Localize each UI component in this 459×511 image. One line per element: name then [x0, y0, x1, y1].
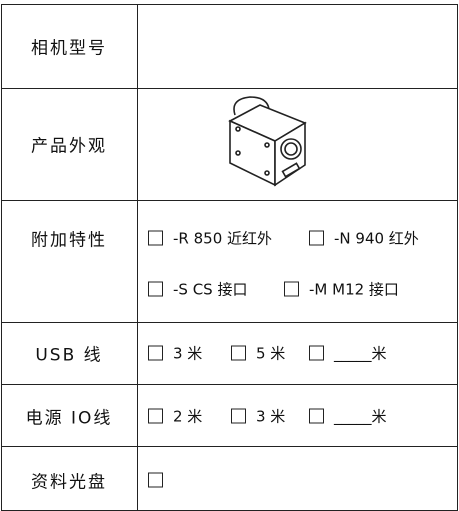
option-text: 5 米 — [256, 344, 286, 363]
option-text: _____米 — [334, 407, 387, 426]
rule — [1, 446, 458, 447]
row-label: 资料光盘 — [31, 472, 107, 493]
checkbox[interactable] — [148, 230, 163, 246]
option[interactable] — [148, 472, 173, 488]
option[interactable]: 3 米 — [231, 406, 285, 427]
row-label: USB 线 — [35, 345, 103, 366]
option-text: _____米 — [334, 344, 387, 363]
option[interactable]: _____米 — [309, 343, 387, 364]
row-label: 电源 IO线 — [25, 408, 113, 429]
rule — [457, 4, 458, 511]
option[interactable]: _____米 — [309, 406, 387, 427]
option[interactable]: 3 米 — [148, 343, 202, 364]
row-label: 相机型号 — [31, 38, 107, 59]
option-text: -S CS 接口 — [173, 280, 248, 299]
rule — [1, 4, 458, 5]
row-label: 产品外观 — [31, 136, 107, 157]
checkbox[interactable] — [231, 345, 246, 361]
rule — [1, 322, 458, 323]
checkbox[interactable] — [148, 281, 163, 297]
rule — [1, 4, 2, 511]
checkbox[interactable] — [148, 345, 163, 361]
option-text: 3 米 — [256, 407, 286, 426]
option-text: 3 米 — [173, 344, 203, 363]
option[interactable]: 5 米 — [231, 343, 285, 364]
option[interactable]: -R 850 近红外 — [148, 228, 272, 249]
option[interactable]: 2 米 — [148, 406, 202, 427]
checkbox[interactable] — [148, 472, 163, 488]
option-text: -N 940 红外 — [334, 229, 419, 248]
option[interactable]: -M M12 接口 — [284, 279, 399, 300]
option-text: -M M12 接口 — [309, 280, 399, 299]
option-text: -R 850 近红外 — [173, 229, 273, 248]
option[interactable]: -S CS 接口 — [148, 279, 247, 300]
checkbox[interactable] — [309, 230, 324, 246]
option-text: 2 米 — [173, 407, 203, 426]
checkbox[interactable] — [309, 345, 324, 361]
row-label: 附加特性 — [31, 230, 107, 251]
checkbox[interactable] — [284, 281, 299, 297]
rule — [1, 200, 458, 201]
rule — [1, 384, 458, 385]
checkbox[interactable] — [148, 408, 163, 424]
rule — [137, 4, 138, 511]
option[interactable]: -N 940 红外 — [309, 228, 419, 249]
checkbox[interactable] — [309, 408, 324, 424]
camera-image — [228, 96, 307, 187]
rule — [1, 88, 458, 89]
checkbox[interactable] — [231, 408, 246, 424]
